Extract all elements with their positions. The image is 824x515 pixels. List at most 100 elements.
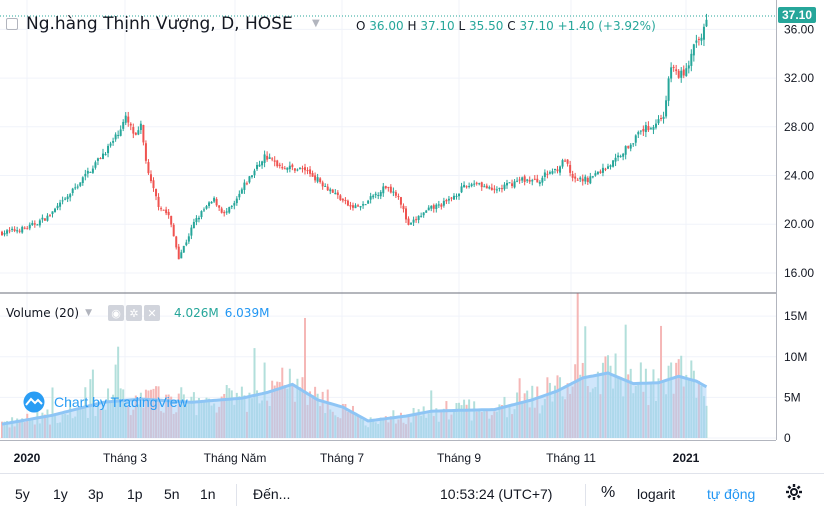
range-1n-button[interactable]: 1n <box>200 486 216 502</box>
gear-icon[interactable] <box>784 482 804 505</box>
candle-body <box>129 123 132 126</box>
candle-body <box>412 219 415 223</box>
candle-body <box>107 145 110 154</box>
eye-icon[interactable]: ◉ <box>108 305 124 321</box>
candle-body <box>298 167 301 169</box>
candle-body <box>99 157 102 159</box>
candle-body <box>531 180 534 182</box>
symbol-title[interactable]: Ng.hàng Thịnh Vượng, D, HOSE <box>26 14 293 34</box>
candle-body <box>71 188 74 194</box>
candle-body <box>586 177 589 182</box>
candle-body <box>1 231 3 236</box>
range-3p-button[interactable]: 3p <box>88 486 104 502</box>
candle-body <box>662 116 665 119</box>
candle-body <box>301 168 304 170</box>
candle-body <box>518 179 521 181</box>
volume-value: 4.026M <box>174 306 219 320</box>
candle-body <box>452 195 455 200</box>
candle-body <box>670 67 673 79</box>
candle-body <box>591 176 594 178</box>
candle-body <box>642 128 645 132</box>
candle-body <box>399 197 402 205</box>
range-5y-button[interactable]: 5y <box>15 486 30 502</box>
candle-body <box>309 169 312 174</box>
candle-body <box>33 223 36 225</box>
volume-ma-area <box>1 371 708 438</box>
candle-body <box>450 197 453 199</box>
percent-toggle[interactable]: % <box>601 484 616 501</box>
range-5n-button[interactable]: 5n <box>164 486 180 502</box>
candle-body <box>702 26 705 40</box>
candle-body <box>665 100 668 117</box>
gear-icon[interactable]: ✲ <box>126 305 142 321</box>
candle-body <box>652 127 655 130</box>
candle-body <box>200 211 203 218</box>
high-value: 37.10 <box>420 19 455 33</box>
candle-body <box>331 189 334 193</box>
candle-body <box>488 187 491 189</box>
candle-body <box>48 214 51 216</box>
candle-body <box>672 66 675 68</box>
bottom-toolbar: 5y 1y 3p 1p 5n 1n Đến... 10:53:24 (UTC+7… <box>0 473 824 515</box>
candle-body <box>359 206 362 208</box>
chevron-down-icon[interactable]: ▼ <box>312 18 320 29</box>
candle-body <box>271 158 274 160</box>
candle-body <box>6 230 9 234</box>
candle-body <box>56 205 59 209</box>
candle-body <box>233 203 236 206</box>
candle-body <box>622 153 625 157</box>
candle-body <box>647 126 650 131</box>
candle-body <box>654 123 657 128</box>
candle-body <box>589 176 592 184</box>
candle-body <box>76 186 79 188</box>
candle-body <box>445 200 448 202</box>
candle-body <box>132 127 135 134</box>
candle-body <box>571 173 574 178</box>
candle-body <box>66 196 69 200</box>
range-1p-button[interactable]: 1p <box>127 486 143 502</box>
close-icon[interactable]: ✕ <box>144 305 160 321</box>
candle-body <box>3 233 6 235</box>
volume-title[interactable]: Volume (20) <box>6 306 80 320</box>
price-chart[interactable]: 16.00 20.00 24.00 28.00 32.00 36.00 0 5M 10M 15M… <box>0 0 824 473</box>
candle-body <box>94 162 97 168</box>
candle-body <box>344 199 347 201</box>
time-axis[interactable]: 2020 Tháng 3 Tháng Năm Tháng 7 Tháng 9 Tháng … <box>14 451 700 465</box>
watermark-text: Chart by TradingView <box>54 394 188 410</box>
candle-body <box>427 207 430 211</box>
volume-controls: ◉ ✲ ✕ <box>108 305 160 321</box>
candle-body <box>61 200 64 202</box>
candle-body <box>483 186 486 188</box>
candle-body <box>170 215 173 225</box>
candle-body <box>634 135 637 143</box>
candle-body <box>357 205 360 207</box>
clock-timezone[interactable]: 10:53:24 (UTC+7) <box>440 486 553 502</box>
candle-body <box>177 246 180 260</box>
candle-body <box>51 211 54 215</box>
candle-body <box>240 189 243 194</box>
candle-body <box>8 230 11 232</box>
range-1y-button[interactable]: 1y <box>53 486 68 502</box>
collapse-icon[interactable] <box>6 18 18 30</box>
candle-body <box>346 200 349 206</box>
auto-scale-toggle[interactable]: tự động <box>707 486 756 502</box>
candle-body <box>43 218 46 221</box>
candle-body <box>463 184 466 188</box>
tradingview-watermark[interactable]: Chart by TradingView <box>20 391 188 413</box>
candle-body <box>167 211 170 216</box>
volume-ma-value: 6.039M <box>224 306 270 320</box>
price-axis[interactable]: 16.00 20.00 24.00 28.00 32.00 36.00 <box>784 22 814 280</box>
log-toggle[interactable]: logarit <box>637 486 676 502</box>
volume-axis[interactable]: 0 5M 10M 15M <box>784 309 807 445</box>
candle-body <box>283 168 286 170</box>
candle-body <box>601 167 604 173</box>
volume-bar <box>253 348 256 438</box>
candle-body <box>351 205 354 208</box>
candle-body <box>263 154 266 163</box>
candles <box>1 13 708 260</box>
price-tick-label: 24.00 <box>784 169 814 183</box>
goto-date-button[interactable]: Đến... <box>253 486 291 502</box>
price-tick-label: 32.00 <box>784 71 814 85</box>
candle-body <box>559 166 562 173</box>
chevron-down-icon[interactable]: ▼ <box>85 308 92 318</box>
